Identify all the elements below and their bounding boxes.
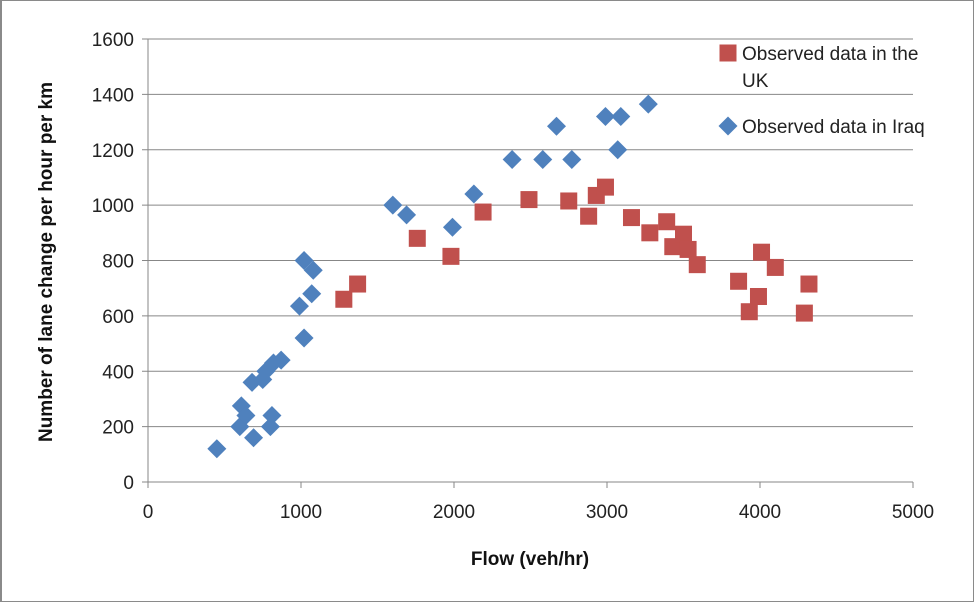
iraq-data-point	[502, 149, 522, 169]
iraq-data-point	[547, 116, 567, 136]
y-tick-label: 1600	[92, 30, 134, 51]
uk-data-point	[688, 256, 706, 274]
uk-data-point	[766, 258, 784, 276]
y-tick-labels: 0 200 400 600 800 1000 1200 1400 1600	[92, 30, 134, 494]
iraq-data-point	[562, 149, 582, 169]
x-tick-label: 3000	[586, 502, 628, 523]
iraq-data-point	[262, 406, 282, 426]
legend-marker-iraq	[718, 116, 738, 136]
iraq-data-point	[303, 260, 323, 280]
iraq-data-point	[611, 107, 631, 127]
iraq-data-point	[302, 284, 322, 304]
y-tick-label: 1200	[92, 141, 134, 162]
iraq-data-point	[383, 195, 403, 215]
iraq-data-point	[464, 184, 484, 204]
iraq-data-point	[244, 428, 264, 448]
iraq-data-point	[260, 417, 280, 437]
uk-data-point	[408, 229, 426, 247]
uk-data-point	[730, 272, 748, 290]
iraq-data-point	[294, 328, 314, 348]
iraq-data-point	[608, 140, 628, 160]
data-points	[207, 94, 818, 459]
uk-data-point	[349, 275, 367, 293]
uk-data-point	[753, 243, 771, 261]
y-tick-label: 1400	[92, 85, 134, 106]
iraq-data-point	[638, 94, 658, 114]
series-uk	[335, 178, 818, 322]
x-axis-title: Flow (veh/hr)	[471, 549, 589, 570]
y-tick-label: 0	[123, 473, 134, 494]
uk-data-point	[740, 303, 758, 321]
uk-data-point	[442, 247, 460, 265]
iraq-data-point	[533, 149, 553, 169]
iraq-data-point	[289, 296, 309, 316]
x-tick-label: 1000	[280, 502, 322, 523]
uk-data-point	[580, 207, 598, 225]
y-tick-label: 1000	[92, 196, 134, 217]
iraq-data-point	[442, 217, 462, 237]
legend-label-uk: Observed data in the	[742, 44, 918, 65]
uk-data-point	[641, 224, 659, 242]
x-tick-label: 2000	[433, 502, 475, 523]
y-tick-label: 600	[102, 307, 134, 328]
uk-data-point	[622, 209, 640, 227]
uk-data-point	[795, 304, 813, 322]
legend: Observed data in the UK Observed data in I…	[718, 44, 925, 138]
iraq-data-point	[595, 107, 615, 127]
x-tick-label: 4000	[739, 502, 781, 523]
uk-data-point	[675, 225, 692, 243]
uk-data-point	[658, 213, 676, 231]
legend-marker-uk	[719, 44, 737, 62]
uk-data-point	[800, 275, 818, 293]
series-iraq	[207, 94, 658, 459]
legend-label-uk: UK	[742, 71, 769, 92]
iraq-data-point	[207, 439, 227, 459]
uk-data-point	[335, 290, 353, 308]
uk-data-point	[596, 178, 614, 196]
y-axis-title: Number of lane change per hour per km	[36, 82, 57, 442]
x-tick-label: 5000	[892, 502, 934, 523]
uk-data-point	[560, 192, 578, 210]
uk-data-point	[520, 191, 538, 209]
iraq-data-point	[271, 350, 291, 370]
x-tick-labels: 0 1000 2000 3000 4000 5000	[143, 502, 934, 523]
gridlines	[148, 38, 913, 428]
y-tick-label: 800	[102, 252, 134, 273]
legend-label-iraq: Observed data in Iraq	[742, 117, 925, 138]
uk-data-point	[474, 203, 492, 221]
iraq-data-point	[242, 372, 262, 392]
axes	[142, 38, 914, 488]
y-tick-label: 400	[102, 362, 134, 383]
uk-data-point	[679, 240, 697, 258]
y-tick-label: 200	[102, 418, 134, 439]
x-tick-label: 0	[143, 502, 154, 523]
uk-data-point	[749, 287, 767, 305]
iraq-data-point	[236, 406, 256, 426]
iraq-data-point	[397, 205, 417, 225]
